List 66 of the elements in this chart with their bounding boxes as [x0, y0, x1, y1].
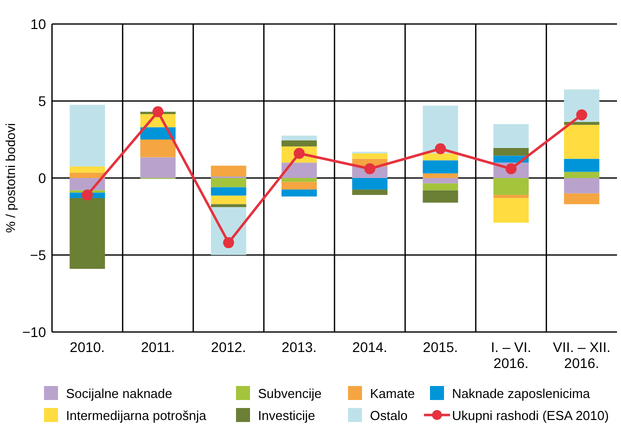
point — [152, 106, 164, 118]
y-tick-label: −5 — [30, 247, 46, 263]
bar — [564, 178, 600, 194]
y-tick-label: 0 — [38, 170, 46, 186]
bar — [282, 182, 317, 190]
x-tick-label: 2014. — [352, 339, 388, 355]
bar — [282, 190, 317, 196]
bar — [140, 140, 176, 158]
x-tick-label: 2011. — [140, 339, 175, 355]
bar — [282, 140, 317, 146]
bar — [282, 136, 317, 140]
bar — [282, 162, 317, 178]
bar — [564, 193, 600, 204]
y-tick-label: 10 — [30, 16, 46, 32]
point — [223, 237, 234, 248]
bar — [422, 190, 458, 203]
bar — [70, 104, 105, 166]
bar — [564, 158, 600, 172]
point — [434, 143, 446, 154]
point — [576, 109, 588, 120]
bar — [210, 196, 246, 204]
bar — [564, 124, 600, 159]
bar — [70, 198, 105, 269]
bar — [70, 172, 105, 178]
bar — [210, 178, 246, 188]
legend-label: Socijalne naknade — [66, 386, 172, 401]
bar — [493, 194, 529, 198]
x-tick-label: 2010. — [70, 339, 105, 355]
legend-label: Subvencije — [258, 386, 322, 401]
bar — [352, 178, 388, 190]
bar — [493, 198, 529, 223]
bar — [493, 124, 529, 148]
y-tick-label: −10 — [22, 324, 46, 340]
bar — [210, 187, 246, 196]
y-axis-title: % / postotni bodovi — [3, 122, 18, 233]
x-tick-label: VII. – XII. 2016. — [552, 339, 610, 371]
bar — [140, 157, 176, 178]
x-tick-label: 2012. — [211, 339, 246, 355]
bar — [422, 153, 458, 160]
bar — [493, 178, 529, 195]
legend-label: Kamate — [370, 386, 415, 401]
point — [82, 189, 93, 200]
legend-label: Intermedijarna potrošnja — [66, 408, 207, 423]
bar — [352, 153, 388, 159]
bar — [210, 166, 246, 176]
x-tick-label: 2015. — [422, 339, 458, 355]
bar — [422, 106, 458, 154]
bar — [70, 166, 105, 173]
bar — [564, 172, 600, 178]
bar — [422, 178, 458, 184]
bar — [422, 183, 458, 190]
bar — [564, 89, 600, 122]
y-tick-label: 5 — [38, 93, 46, 109]
legend-label: Investicije — [258, 408, 316, 423]
legend-label: Ukupni rashodi (ESA 2010) — [452, 408, 609, 423]
bar — [282, 178, 317, 182]
legend-label: Ostalo — [370, 408, 408, 423]
bar — [493, 148, 529, 156]
bar — [352, 190, 388, 195]
x-tick-label: I. – VI. 2016. — [490, 339, 532, 371]
x-tick-label: 2013. — [282, 339, 317, 355]
bar — [210, 204, 246, 208]
bar — [422, 173, 458, 178]
bar — [422, 160, 458, 174]
legend-label: Naknade zaposlenicima — [452, 386, 591, 401]
point — [364, 163, 376, 174]
